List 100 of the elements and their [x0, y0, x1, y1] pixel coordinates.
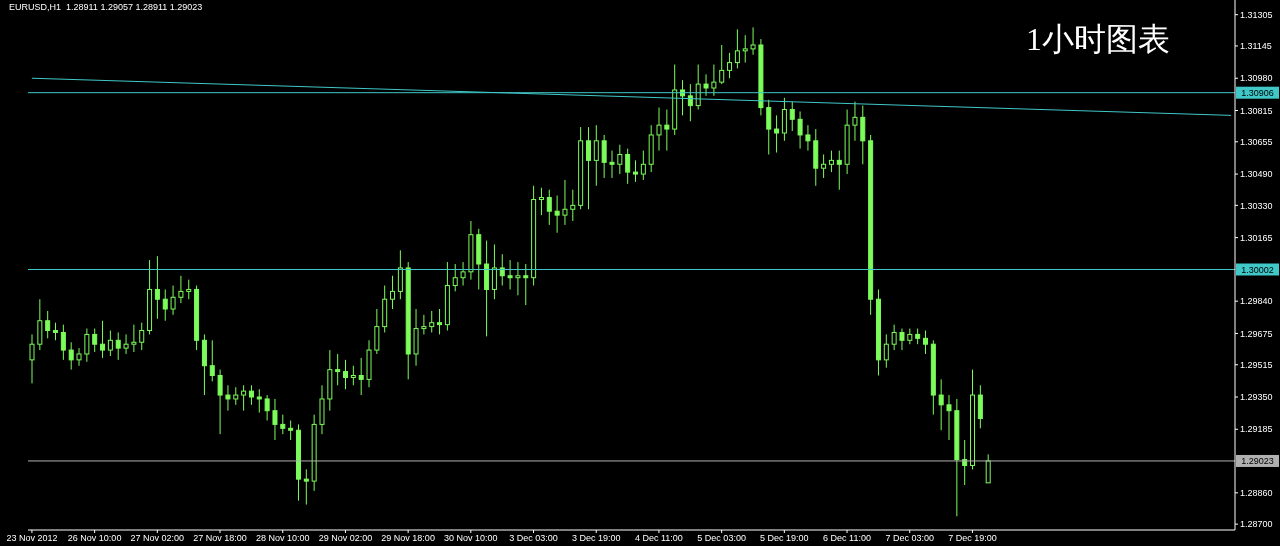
candlestick	[429, 310, 435, 333]
candlestick	[115, 331, 121, 361]
candlestick	[680, 79, 686, 116]
candlestick	[922, 330, 928, 355]
candlestick	[633, 159, 638, 183]
candlestick	[264, 394, 270, 421]
candlestick	[397, 249, 403, 300]
candlestick	[256, 388, 262, 414]
candlestick	[719, 44, 725, 85]
candlestick	[899, 328, 905, 351]
candlestick	[107, 330, 113, 357]
candlestick	[92, 328, 98, 353]
y-tick-label: 1.31145	[1240, 41, 1272, 52]
candlestick	[601, 134, 607, 179]
chart-title: EURUSD,H1 1.28911 1.29057 1.28911 1.29023	[9, 2, 203, 12]
x-tick-label: 4 Dec 11:00	[634, 533, 683, 544]
text: 1小时图表	[1026, 20, 1170, 59]
candlestick	[727, 52, 733, 79]
x-tick-label: 23 Nov 2012	[6, 533, 58, 544]
candlestick	[272, 398, 278, 441]
candlestick	[280, 414, 286, 435]
candlestick	[625, 148, 631, 185]
candlestick	[248, 384, 254, 406]
candlestick	[335, 353, 341, 386]
x-tick-label: 27 Nov 02:00	[130, 533, 185, 544]
candlestick	[350, 365, 356, 386]
candlestick	[570, 189, 576, 222]
candlestick	[938, 378, 944, 431]
x-tick-label: 26 Nov 10:00	[67, 533, 122, 544]
ref-line-label: 1.30002	[1241, 265, 1274, 275]
candlestick	[883, 333, 889, 369]
y-tick-label: 1.29185	[1240, 424, 1273, 435]
candlestick	[695, 64, 701, 111]
candlestick	[217, 369, 223, 435]
candlestick	[100, 320, 106, 359]
candlestick	[60, 324, 66, 361]
candlestick	[852, 101, 858, 142]
ref-line-label: 1.30906	[1241, 88, 1274, 99]
candlestick	[562, 179, 568, 226]
candlestick	[742, 34, 748, 64]
candlestick	[390, 275, 396, 310]
y-tick-label: 1.29515	[1240, 359, 1273, 370]
y-tick-label: 1.29840	[1240, 296, 1273, 307]
candlestick	[303, 468, 309, 506]
y-tick-label: 1.30655	[1240, 136, 1273, 147]
candlestick	[538, 187, 544, 216]
candlestick	[186, 279, 192, 300]
candlestick	[546, 189, 552, 226]
candlestick	[774, 114, 780, 154]
x-tick-label: 29 Nov 02:00	[318, 533, 373, 544]
candlestick	[123, 333, 129, 355]
candlestick	[131, 324, 137, 353]
candlestick	[68, 341, 74, 371]
x-tick-label: 5 Dec 19:00	[760, 533, 809, 544]
candlestick	[977, 384, 983, 429]
candlestick	[891, 324, 897, 351]
x-tick-label: 7 Dec 03:00	[885, 533, 935, 544]
candlestick	[76, 347, 82, 367]
candlestick	[766, 99, 772, 155]
y-tick-label: 1.31305	[1240, 9, 1273, 20]
candlestick	[452, 263, 458, 292]
candlestick	[664, 109, 670, 152]
y-tick-label: 1.28700	[1240, 519, 1273, 530]
candlestick	[593, 124, 599, 187]
candlestick	[687, 83, 693, 122]
x-tick-label: 28 Nov 10:00	[255, 533, 310, 544]
x-tick-label: 3 Dec 03:00	[509, 533, 558, 544]
candlestick	[750, 26, 756, 56]
candlestick	[789, 101, 795, 132]
candlestick	[154, 255, 160, 320]
candlestick	[781, 97, 787, 142]
x-tick-label: 30 Nov 10:00	[444, 533, 498, 544]
candlestick	[178, 275, 184, 304]
candlestick	[703, 73, 709, 97]
candlestick	[836, 150, 842, 191]
candlestick	[241, 384, 247, 412]
x-tick-label: 29 Nov 18:00	[381, 533, 435, 544]
candlestick	[209, 339, 215, 382]
candlestick	[437, 308, 443, 335]
candlestick	[139, 322, 145, 351]
candlestick	[288, 419, 294, 441]
candlestick	[421, 314, 427, 335]
candlestick	[460, 261, 466, 287]
x-tick-label: 3 Dec 19:00	[571, 533, 621, 544]
candlestick	[711, 64, 717, 97]
candlestick	[358, 357, 364, 396]
candlestick	[162, 288, 168, 322]
candlestick	[609, 150, 615, 179]
candlestick	[640, 150, 646, 181]
x-tick-label: 5 Dec 03:00	[697, 533, 746, 544]
candlestick	[29, 333, 35, 384]
candlestick	[515, 261, 521, 296]
candlestick	[343, 359, 349, 390]
y-tick-label: 1.30330	[1240, 200, 1273, 211]
candlestick	[554, 195, 560, 234]
candlestick	[946, 394, 952, 441]
candlestick	[37, 298, 43, 351]
ref-line-label: 1.29023	[1241, 456, 1274, 467]
x-tick-label: 7 Dec 19:00	[948, 533, 997, 544]
candlestick	[821, 154, 827, 179]
